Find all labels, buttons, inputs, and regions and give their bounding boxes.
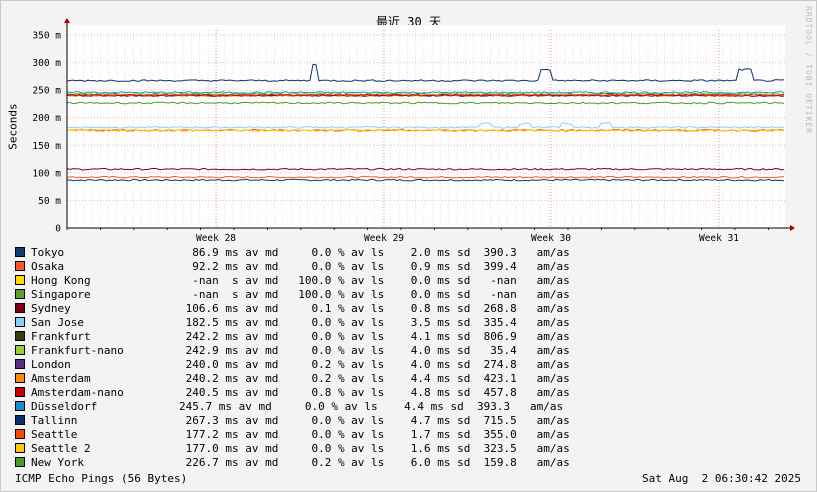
legend-series-name: New York <box>31 456 179 470</box>
legend-series-name: Düsseldorf <box>31 400 179 414</box>
legend-series-name: Amsterdam <box>31 372 179 386</box>
legend-swatch <box>15 429 25 439</box>
x-tick-label: Week 28 <box>196 233 236 244</box>
legend-row: New York 226.7 ms av md 0.2 % av ls 6.0 … <box>15 456 570 470</box>
y-tick-label: 100 m <box>32 168 61 179</box>
legend-swatch <box>15 317 25 327</box>
legend-series-stats: 240.5 ms av md 0.8 % av ls 4.8 ms sd 457… <box>179 386 570 400</box>
legend-series-stats: 182.5 ms av md 0.0 % av ls 3.5 ms sd 335… <box>179 316 570 330</box>
legend-row: Frankfurt-nano 242.9 ms av md 0.0 % av l… <box>15 344 570 358</box>
legend-series-stats: 240.2 ms av md 0.2 % av ls 4.4 ms sd 423… <box>179 372 570 386</box>
legend-series-name: London <box>31 358 179 372</box>
legend-series-name: Amsterdam-nano <box>31 386 179 400</box>
legend-series-stats: 267.3 ms av md 0.0 % av ls 4.7 ms sd 715… <box>179 414 570 428</box>
y-tick-label: 250 m <box>32 86 61 97</box>
y-tick-label: 50 m <box>38 196 61 207</box>
legend-row: Seattle 177.2 ms av md 0.0 % av ls 1.7 m… <box>15 428 570 442</box>
legend-series-name: Seattle <box>31 428 179 442</box>
y-tick-label: 0 <box>55 224 61 235</box>
legend-series-stats: -nan s av md 100.0 % av ls 0.0 ms sd -na… <box>179 288 570 302</box>
legend-swatch <box>15 303 25 313</box>
legend-series-name: Singapore <box>31 288 179 302</box>
y-tick-label: 200 m <box>32 113 61 124</box>
legend-row: Hong Kong -nan s av md 100.0 % av ls 0.0… <box>15 274 570 288</box>
legend-row: Tallinn 267.3 ms av md 0.0 % av ls 4.7 m… <box>15 414 570 428</box>
legend-row: Tokyo 86.9 ms av md 0.0 % av ls 2.0 ms s… <box>15 246 570 260</box>
legend-swatch <box>15 387 25 397</box>
y-tick-label: 300 m <box>32 58 61 69</box>
legend-row: London 240.0 ms av md 0.2 % av ls 4.0 ms… <box>15 358 570 372</box>
legend-swatch <box>15 401 25 411</box>
legend-row: Düsseldorf 245.7 ms av md 0.0 % av ls 4.4… <box>15 400 570 414</box>
legend-row: Sydney 106.6 ms av md 0.1 % av ls 0.8 ms… <box>15 302 570 316</box>
x-tick-label: Week 29 <box>364 233 404 244</box>
legend-swatch <box>15 261 25 271</box>
legend-row: Amsterdam 240.2 ms av md 0.2 % av ls 4.4… <box>15 372 570 386</box>
legend-swatch <box>15 275 25 285</box>
legend-series-stats: 92.2 ms av md 0.0 % av ls 0.9 ms sd 399.… <box>179 260 570 274</box>
legend-swatch <box>15 373 25 383</box>
legend-row: Osaka 92.2 ms av md 0.0 % av ls 0.9 ms s… <box>15 260 570 274</box>
legend-swatch <box>15 443 25 453</box>
legend-series-name: Hong Kong <box>31 274 179 288</box>
legend-swatch <box>15 331 25 341</box>
y-tick-label: 350 m <box>32 31 61 42</box>
legend-row: Seattle 2 177.0 ms av md 0.0 % av ls 1.6… <box>15 442 570 456</box>
y-axis-arrow <box>64 18 70 23</box>
legend-swatch <box>15 289 25 299</box>
legend-series-name: Frankfurt <box>31 330 179 344</box>
legend-series-name: Osaka <box>31 260 179 274</box>
legend-series-stats: 226.7 ms av md 0.2 % av ls 6.0 ms sd 159… <box>179 456 570 470</box>
footer-timestamp: Sat Aug 2 06:30:42 2025 <box>642 472 801 485</box>
legend-series-name: Frankfurt-nano <box>31 344 179 358</box>
legend-swatch <box>15 345 25 355</box>
legend-series-stats: 245.7 ms av md 0.0 % av ls 4.4 ms sd 393… <box>179 400 563 414</box>
legend-series-stats: 106.6 ms av md 0.1 % av ls 0.8 ms sd 268… <box>179 302 570 316</box>
legend-series-name: Sydney <box>31 302 179 316</box>
x-tick-label: Week 30 <box>531 233 571 244</box>
x-axis-arrow <box>790 225 795 231</box>
legend-series-name: San Jose <box>31 316 179 330</box>
legend-series-stats: 177.2 ms av md 0.0 % av ls 1.7 ms sd 355… <box>179 428 570 442</box>
y-tick-label: 150 m <box>32 141 61 152</box>
legend-row: Singapore -nan s av md 100.0 % av ls 0.0… <box>15 288 570 302</box>
legend-swatch <box>15 247 25 257</box>
legend-row: San Jose 182.5 ms av md 0.0 % av ls 3.5 … <box>15 316 570 330</box>
legend-series-stats: 242.9 ms av md 0.0 % av ls 4.0 ms sd 35.… <box>179 344 570 358</box>
legend-swatch <box>15 359 25 369</box>
legend-series-name: Seattle 2 <box>31 442 179 456</box>
legend-series-stats: 242.2 ms av md 0.0 % av ls 4.1 ms sd 806… <box>179 330 570 344</box>
legend-series-stats: 240.0 ms av md 0.2 % av ls 4.0 ms sd 274… <box>179 358 570 372</box>
legend: Tokyo 86.9 ms av md 0.0 % av ls 2.0 ms s… <box>15 246 570 470</box>
legend-series-name: Tallinn <box>31 414 179 428</box>
legend-swatch <box>15 457 25 467</box>
footer-description: ICMP Echo Pings (56 Bytes) <box>15 472 187 485</box>
legend-series-stats: 177.0 ms av md 0.0 % av ls 1.6 ms sd 323… <box>179 442 570 456</box>
x-tick-label: Week 31 <box>699 233 739 244</box>
legend-series-stats: 86.9 ms av md 0.0 % av ls 2.0 ms sd 390.… <box>179 246 570 260</box>
legend-series-stats: -nan s av md 100.0 % av ls 0.0 ms sd -na… <box>179 274 570 288</box>
legend-row: Frankfurt 242.2 ms av md 0.0 % av ls 4.1… <box>15 330 570 344</box>
legend-swatch <box>15 415 25 425</box>
legend-series-name: Tokyo <box>31 246 179 260</box>
legend-row: Amsterdam-nano 240.5 ms av md 0.8 % av l… <box>15 386 570 400</box>
